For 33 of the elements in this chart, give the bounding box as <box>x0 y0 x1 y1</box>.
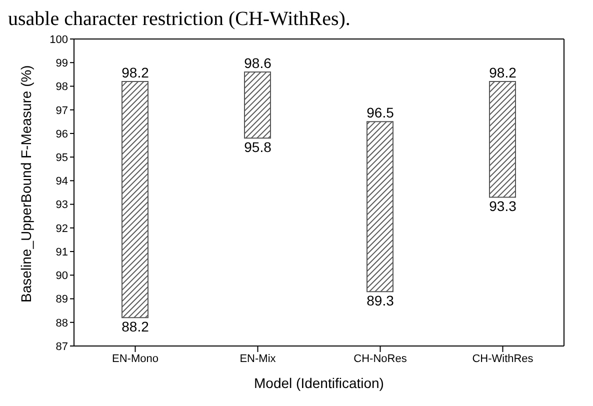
y-tick-label: 93 <box>56 199 68 212</box>
x-tick-label: CH-NoRes <box>354 352 408 365</box>
y-tick-label: 87 <box>56 340 68 353</box>
annotation: 96.5 <box>366 104 394 121</box>
annotation: 88.2 <box>122 318 150 335</box>
bar <box>489 81 516 198</box>
text: usable character restriction (CH-WithRes). <box>8 8 352 30</box>
y-tick-label: 100 <box>50 34 68 46</box>
annotation: 89.3 <box>366 292 394 309</box>
bar <box>244 72 271 139</box>
annotation: 93.3 <box>489 198 517 214</box>
annotation: 95.8 <box>244 139 272 156</box>
y-tick-label: 98 <box>56 81 68 94</box>
bar <box>366 121 394 292</box>
y-tick-label: 91 <box>56 246 68 258</box>
y-tick-label: 90 <box>56 270 68 282</box>
x-tick-label: EN-Mix <box>240 352 276 365</box>
annotation: 98.2 <box>489 64 517 81</box>
y-tick-label: 97 <box>56 104 68 117</box>
y-tick-label: 92 <box>56 222 68 235</box>
annotation: 98.2 <box>122 64 150 81</box>
y-tick-label: 89 <box>56 294 68 306</box>
y-tick-label: 94 <box>56 176 68 188</box>
y-tick-label: 95 <box>56 152 68 164</box>
bar <box>122 81 148 318</box>
x-tick-label: CH-WithRes <box>472 352 534 365</box>
x-tick-label: EN-Mono <box>112 352 158 365</box>
y-axis-title: Baseline_UpperBound F-Measure (%) <box>18 65 34 302</box>
y-tick-label: 96 <box>56 128 68 140</box>
y-tick-label: 88 <box>56 317 68 330</box>
annotation: 98.6 <box>244 55 272 72</box>
y-tick-label: 99 <box>56 58 68 70</box>
x-axis-title: Model (Identification) <box>254 375 384 391</box>
